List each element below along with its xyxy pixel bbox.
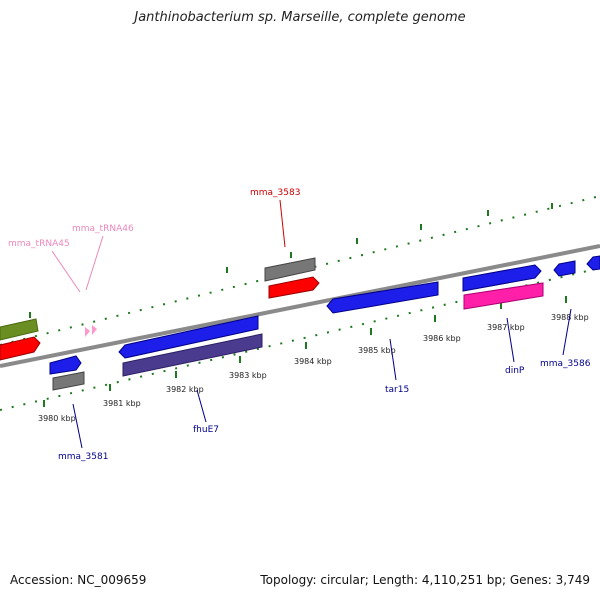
outer-ticks	[29, 203, 553, 318]
tick-label: 3982 kbp	[166, 385, 204, 394]
feature-red-left[interactable]	[0, 336, 41, 361]
tick-label: 3981 kbp	[103, 399, 141, 408]
tick-label: 3985 kbp	[358, 346, 396, 355]
gene-label-mma_tRNA46[interactable]: mma_tRNA46	[72, 224, 134, 234]
gene-label-mma_3586[interactable]: mma_3586	[540, 359, 591, 369]
feature-tar15-blue[interactable]	[326, 281, 439, 314]
gene-label-mma_tRNA45[interactable]: mma_tRNA45	[8, 239, 70, 249]
feature-tRNA[interactable]	[85, 327, 90, 337]
genome-backbone	[0, 244, 600, 368]
feature-mma_3581-gray[interactable]	[52, 371, 85, 391]
feature-olive[interactable]	[0, 318, 39, 341]
gene-label-tar15[interactable]: tar15	[385, 385, 409, 395]
feature-mma_3581-blue[interactable]	[49, 355, 82, 375]
tick-label: 3980 kbp	[38, 414, 76, 423]
tick-label: 3986 kbp	[423, 334, 461, 343]
inner-ticks	[43, 296, 567, 407]
feature-mma_3586-blue[interactable]	[553, 260, 576, 277]
feature-fhuE7-blue[interactable]	[118, 315, 259, 359]
feature-mma_3583-red[interactable]	[268, 276, 320, 299]
feature-blue-right[interactable]	[586, 255, 600, 271]
gene-label-dinP[interactable]: dinP	[505, 366, 525, 376]
leader-lines	[51, 199, 572, 449]
accession-text: Accession: NC_009659	[10, 573, 147, 587]
gene-label-mma_3583[interactable]: mma_3583	[250, 188, 300, 198]
gene-label-fhuE7[interactable]: fhuE7	[193, 425, 219, 435]
feature-dinP-pink[interactable]	[463, 282, 544, 310]
topology-summary: Topology: circular; Length: 4,110,251 bp…	[260, 573, 590, 587]
feature-tRNA[interactable]	[92, 325, 97, 335]
map-title: Janthinobacterium sp. Marseille, complet…	[134, 10, 466, 25]
tick-label: 3987 kbp	[487, 323, 525, 332]
feature-fhuE7-purple[interactable]	[122, 333, 263, 377]
feature-dinP-blue[interactable]	[462, 264, 542, 292]
feature-mma_3583-gray[interactable]	[264, 257, 316, 282]
tick-label: 3983 kbp	[229, 371, 267, 380]
tick-label: 3984 kbp	[294, 357, 332, 366]
gene-label-mma_3581[interactable]: mma_3581	[58, 452, 108, 462]
